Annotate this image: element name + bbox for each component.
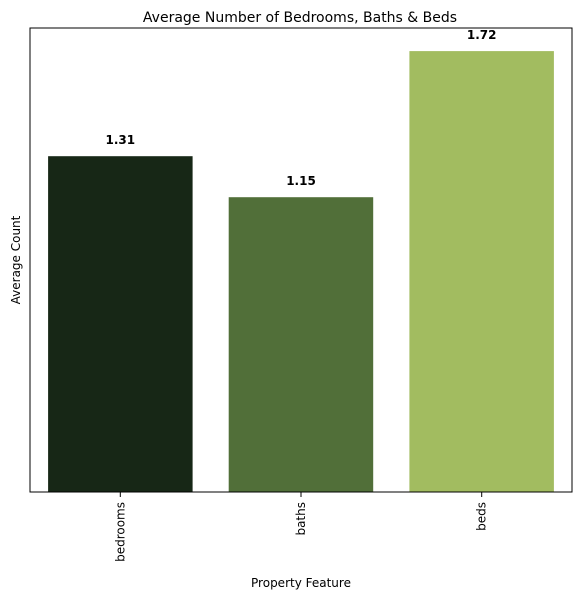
x-ticks-layer: bedrooms baths beds (113, 492, 489, 562)
bar-beds (409, 51, 554, 492)
data-labels-layer: 1.31 1.15 1.72 (105, 28, 496, 188)
plot-area-frame (29, 27, 573, 493)
chart-title: Average Number of Bedrooms, Baths & Beds (143, 10, 457, 26)
data-label-beds: 1.72 (467, 28, 497, 42)
bar-bedrooms (48, 156, 193, 492)
bar-baths (228, 197, 374, 492)
x-tick-label-baths: baths (294, 502, 308, 536)
data-label-baths: 1.15 (286, 174, 316, 188)
data-label-bedrooms: 1.31 (105, 133, 135, 147)
x-tick-label-bedrooms: bedrooms (113, 502, 127, 562)
x-tick-label-beds: beds (475, 502, 489, 531)
y-axis-label: Average Count (9, 215, 23, 304)
bars-layer (48, 51, 554, 492)
x-axis-label: Property Feature (251, 576, 351, 590)
